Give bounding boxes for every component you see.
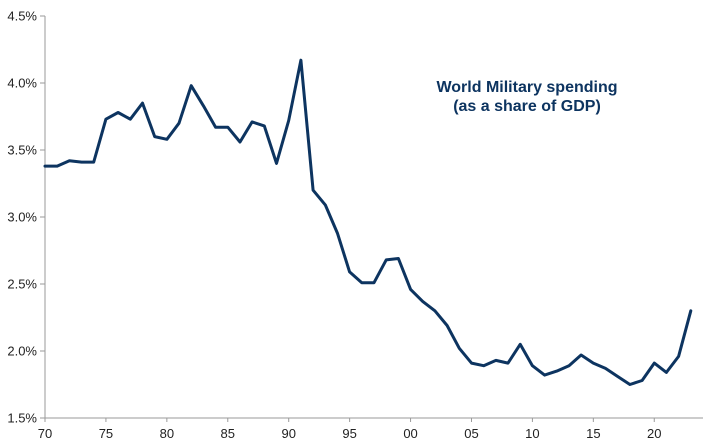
y-tick-label: 2.0% — [7, 344, 37, 359]
chart-title-line-2: (as a share of GDP) — [453, 98, 601, 115]
x-tick-label: 75 — [99, 426, 113, 441]
y-tick-label: 1.5% — [7, 411, 37, 426]
chart-title-line-1: World Military spending — [436, 79, 617, 96]
series-line-military-spending — [43, 58, 693, 386]
x-tick-label: 90 — [281, 426, 295, 441]
x-tick-label: 85 — [221, 426, 235, 441]
x-tick-label: 15 — [586, 426, 600, 441]
x-axis-ticks: 70 75 80 85 90 95 00 05 10 15 20 — [38, 418, 661, 441]
y-axis-ticks: 1.5% 2.0% 2.5% 3.0% 3.5% 4.0% 4.5% — [7, 9, 45, 426]
x-tick-label: 20 — [647, 426, 661, 441]
x-tick-label: 00 — [403, 426, 417, 441]
y-tick-label: 3.5% — [7, 143, 37, 158]
x-tick-label: 05 — [464, 426, 478, 441]
y-tick-label: 4.5% — [7, 9, 37, 24]
x-tick-label: 80 — [160, 426, 174, 441]
x-tick-label: 70 — [38, 426, 52, 441]
y-tick-label: 4.0% — [7, 76, 37, 91]
y-tick-label: 2.5% — [7, 277, 37, 292]
x-tick-label: 10 — [525, 426, 539, 441]
x-tick-label: 95 — [342, 426, 356, 441]
y-tick-label: 3.0% — [7, 210, 37, 225]
